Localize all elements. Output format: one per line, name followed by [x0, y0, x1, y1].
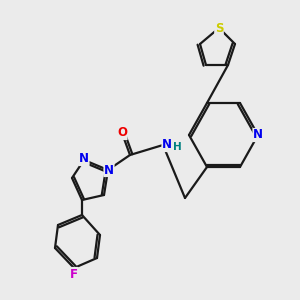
Text: N: N — [79, 152, 89, 166]
Text: N: N — [162, 139, 172, 152]
Text: H: H — [172, 142, 182, 152]
Text: N: N — [253, 128, 263, 142]
Text: F: F — [70, 268, 78, 281]
Text: S: S — [215, 22, 223, 34]
Text: O: O — [117, 127, 127, 140]
Text: N: N — [104, 164, 114, 176]
